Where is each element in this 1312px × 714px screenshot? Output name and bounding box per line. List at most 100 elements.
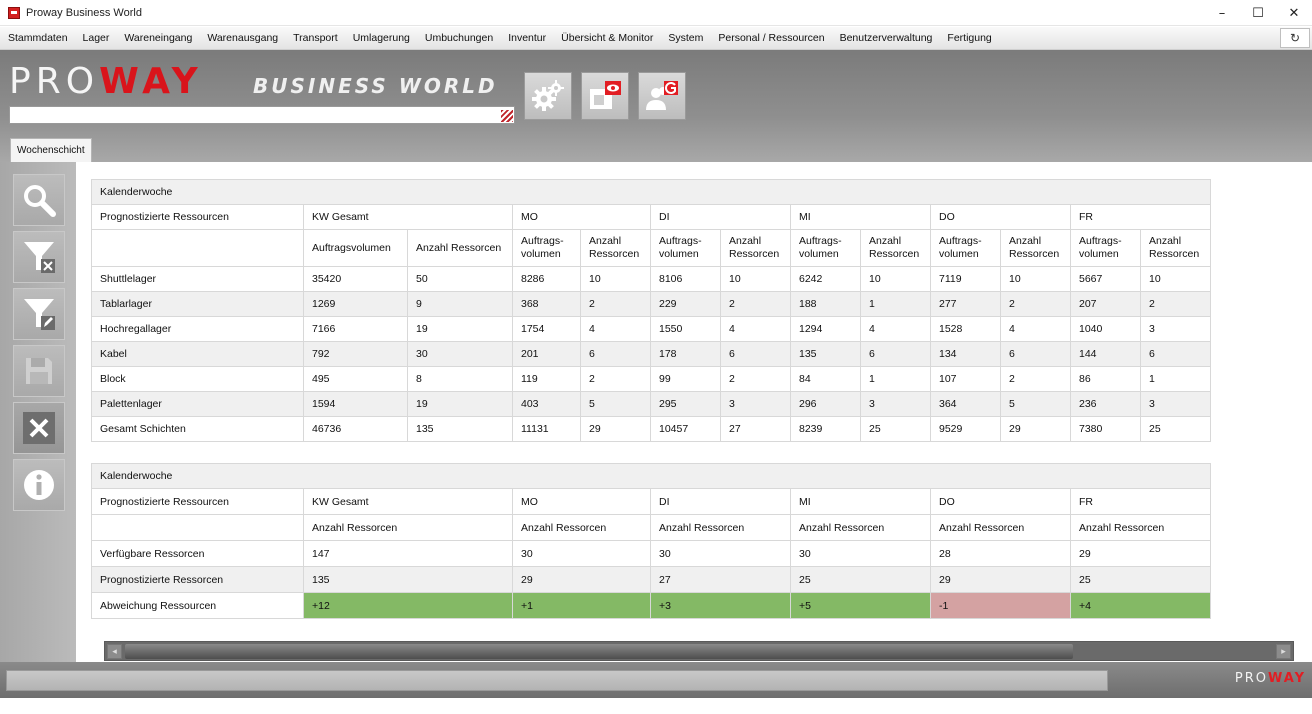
camera-view-icon: [590, 81, 621, 109]
table-row[interactable]: Block 495 8 119 2 99 2 84 1 107 2 86 1: [91, 366, 1211, 392]
search-button[interactable]: [13, 174, 65, 226]
table-cell: 135: [303, 566, 513, 593]
subheader-cell: Anzahl Ressorcen: [407, 229, 513, 267]
menu-transport[interactable]: Transport: [293, 32, 338, 44]
table-row[interactable]: Shuttlelager 35420 50 8286 10 8106 10 6242 10 711…: [91, 266, 1211, 292]
menu-umbuchungen[interactable]: Umbuchungen: [424, 32, 494, 44]
table-cell: 2: [720, 366, 791, 392]
save-icon: [26, 358, 52, 384]
refresh-icon[interactable]: ↻: [1280, 28, 1310, 48]
table-cell: 11131: [512, 416, 581, 442]
info-button[interactable]: [13, 459, 65, 511]
table-cell: 29: [930, 566, 1071, 593]
table-row[interactable]: Verfügbare Ressorcen 147 30 30 30 28 29: [91, 540, 1211, 567]
scrollbar-thumb[interactable]: [125, 644, 1073, 659]
table-cell: 1550: [650, 316, 721, 342]
table-cell: 19: [407, 316, 513, 342]
subheader-cell: Anzahl Ressorcen: [860, 229, 931, 267]
filter-clear-icon: [24, 242, 55, 273]
subheader-cell: Auftrags-volumen: [790, 229, 861, 267]
save-button[interactable]: [13, 345, 65, 397]
table-cell: 107: [930, 366, 1001, 392]
row-label: Gesamt Schichten: [91, 416, 304, 442]
horizontal-scrollbar[interactable]: ◂ ▸: [104, 641, 1294, 661]
table-cell: 277: [930, 291, 1001, 317]
clear-filter-button[interactable]: [13, 231, 65, 283]
menu-warenausgang[interactable]: Warenausgang: [207, 32, 279, 44]
table-cell: 6242: [790, 266, 861, 292]
table-cell: 368: [512, 291, 581, 317]
table-row[interactable]: Kabel 792 30 201 6 178 6 135 6 134 6 144 6: [91, 341, 1211, 367]
table-cell: 4: [1000, 316, 1071, 342]
menu-stammdaten[interactable]: Stammdaten: [8, 32, 68, 44]
subheader-cell: Anzahl Ressorcen: [790, 514, 931, 541]
table-cell: 236: [1070, 391, 1141, 417]
tab-wochenschicht[interactable]: Wochenschicht: [10, 138, 92, 162]
menu-inventur[interactable]: Inventur: [508, 32, 547, 44]
close-button[interactable]: [13, 402, 65, 454]
tab-strip: Wochenschicht: [0, 138, 1312, 162]
table-cell: 178: [650, 341, 721, 367]
table-cell: 25: [1140, 416, 1211, 442]
table-cell: 147: [303, 540, 513, 567]
window-controls: – ☐ ✕: [1204, 0, 1312, 26]
table-cell: 29: [1070, 540, 1211, 567]
scroll-left-arrow-icon[interactable]: ◂: [107, 644, 122, 659]
table-cell: 296: [790, 391, 861, 417]
view-monitor-button[interactable]: [581, 72, 629, 120]
maximize-button[interactable]: ☐: [1252, 5, 1264, 21]
user-group-icon: [646, 81, 678, 110]
table-row[interactable]: Abweichung Ressourcen +12 +1 +3 +5 -1 +4: [91, 592, 1211, 619]
minimize-button[interactable]: –: [1218, 5, 1226, 21]
table-row[interactable]: Gesamt Schichten 46736 135 11131 29 10457 27 82…: [91, 416, 1211, 442]
filter-edit-icon: [24, 299, 55, 330]
menu-umlagerung[interactable]: Umlagerung: [352, 32, 410, 44]
table-cell: 10: [860, 266, 931, 292]
table-cell: 29: [512, 566, 651, 593]
scroll-right-arrow-icon[interactable]: ▸: [1276, 644, 1291, 659]
bottom-edge: [0, 698, 1312, 714]
table-cell: 1: [1140, 366, 1211, 392]
table-cell: 1594: [303, 391, 408, 417]
menu-uebersicht-monitor[interactable]: Übersicht & Monitor: [561, 32, 654, 44]
close-window-button[interactable]: ✕: [1288, 5, 1300, 21]
subheader-cell: Anzahl Ressorcen: [1070, 514, 1211, 541]
capacity-table: Kalenderwoche Prognostizierte Ressourcen…: [91, 463, 1211, 619]
main-content: Kalenderwoche Prognostizierte Ressourcen…: [76, 162, 1312, 662]
status-message-field: [6, 670, 1108, 691]
table-row[interactable]: Palettenlager 1594 19 403 5 295 3 296 3 364 5 236 3: [91, 391, 1211, 417]
subheader-cell: Anzahl Ressorcen: [512, 514, 651, 541]
menu-personal-ressourcen[interactable]: Personal / Ressourcen: [718, 32, 825, 44]
table-cell: 144: [1070, 341, 1141, 367]
table-cell: 8286: [512, 266, 581, 292]
table-cell: 188: [790, 291, 861, 317]
table-cell: 30: [650, 540, 791, 567]
menu-wareneingang[interactable]: Wareneingang: [124, 32, 193, 44]
table-cell: 30: [407, 341, 513, 367]
menu-system[interactable]: System: [668, 32, 704, 44]
logo-pro-text: PRO: [9, 61, 100, 102]
table-row[interactable]: Hochregallager 7166 19 1754 4 1550 4 1294 4 1528 4…: [91, 316, 1211, 342]
edit-filter-button[interactable]: [13, 288, 65, 340]
table-cell: 8: [407, 366, 513, 392]
menu-benutzerverwaltung[interactable]: Benutzerverwaltung: [839, 32, 933, 44]
deviation-cell: +4: [1070, 592, 1211, 619]
table-cell: 1040: [1070, 316, 1141, 342]
menu-fertigung[interactable]: Fertigung: [947, 32, 992, 44]
table-row[interactable]: Tablarlager 1269 9 368 2 229 2 188 1 277 2 207 2: [91, 291, 1211, 317]
table-cell: 99: [650, 366, 721, 392]
table-cell: 4: [580, 316, 651, 342]
table-row[interactable]: Prognostizierte Ressorcen 135 29 27 25 29 25: [91, 566, 1211, 593]
status-logo: PROWAY: [1235, 671, 1306, 686]
menu-lager[interactable]: Lager: [82, 32, 110, 44]
table-cell: 10457: [650, 416, 721, 442]
subheader-cell: Anzahl Ressorcen: [303, 514, 513, 541]
table-cell: 6: [1140, 341, 1211, 367]
title-bar: Proway Business World – ☐ ✕: [0, 0, 1312, 26]
menu-bar: Stammdaten Lager Wareneingang Warenausga…: [0, 27, 1312, 50]
table-cell: 8239: [790, 416, 861, 442]
header-input-bar: [9, 106, 515, 124]
group-header-mi: MI: [790, 204, 931, 230]
settings-button[interactable]: [524, 72, 572, 120]
user-management-button[interactable]: [638, 72, 686, 120]
